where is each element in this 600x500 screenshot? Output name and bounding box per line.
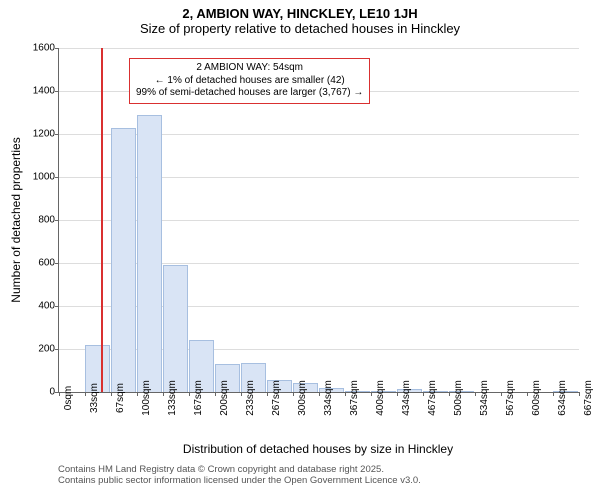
ytick-label: 1600: [33, 43, 59, 54]
xtick-label: 267sqm: [271, 380, 282, 416]
xtick-mark: [241, 392, 242, 396]
xtick-mark: [371, 392, 372, 396]
xtick-mark: [527, 392, 528, 396]
histogram-bar: [111, 128, 136, 392]
xtick-mark: [423, 392, 424, 396]
y-axis-label: Number of detached properties: [9, 137, 23, 302]
annotation-line2: ← 1% of detached houses are smaller (42): [136, 75, 363, 88]
ytick-label: 1000: [33, 172, 59, 183]
ytick-label: 400: [38, 301, 59, 312]
xtick-mark: [397, 392, 398, 396]
xtick-label: 300sqm: [297, 380, 308, 416]
ytick-label: 1200: [33, 129, 59, 140]
xtick-label: 233sqm: [245, 380, 256, 416]
xtick-label: 567sqm: [505, 380, 516, 416]
ytick-label: 200: [38, 344, 59, 355]
xtick-label: 133sqm: [167, 380, 178, 416]
xtick-label: 500sqm: [453, 380, 464, 416]
attribution-footer: Contains HM Land Registry data © Crown c…: [58, 464, 421, 487]
property-marker-line: [101, 48, 103, 392]
xtick-mark: [163, 392, 164, 396]
chart-subtitle: Size of property relative to detached ho…: [0, 21, 600, 40]
ytick-label: 1400: [33, 86, 59, 97]
xtick-label: 167sqm: [193, 380, 204, 416]
xtick-mark: [449, 392, 450, 396]
histogram-bar: [163, 265, 189, 392]
xtick-label: 634sqm: [557, 380, 568, 416]
xtick-mark: [579, 392, 580, 396]
xtick-mark: [85, 392, 86, 396]
xtick-label: 367sqm: [349, 380, 360, 416]
xtick-label: 33sqm: [89, 383, 100, 413]
xtick-label: 667sqm: [583, 380, 594, 416]
gridline: [59, 48, 579, 49]
ytick-label: 0: [49, 387, 59, 398]
xtick-mark: [59, 392, 60, 396]
footer-line2: Contains public sector information licen…: [58, 475, 421, 486]
xtick-mark: [215, 392, 216, 396]
xtick-mark: [111, 392, 112, 396]
footer-line1: Contains HM Land Registry data © Crown c…: [58, 464, 421, 475]
ytick-label: 600: [38, 258, 59, 269]
xtick-label: 534sqm: [479, 380, 490, 416]
annotation-line3: 99% of semi-detached houses are larger (…: [136, 87, 363, 100]
annotation-line1: 2 AMBION WAY: 54sqm: [136, 62, 363, 75]
annotation-box: 2 AMBION WAY: 54sqm← 1% of detached hous…: [129, 58, 370, 104]
xtick-label: 67sqm: [115, 383, 126, 413]
xtick-label: 0sqm: [63, 386, 74, 410]
xtick-label: 400sqm: [375, 380, 386, 416]
xtick-mark: [267, 392, 268, 396]
histogram-bar: [137, 115, 162, 392]
ytick-label: 800: [38, 215, 59, 226]
xtick-mark: [319, 392, 320, 396]
xtick-label: 434sqm: [401, 380, 412, 416]
xtick-mark: [501, 392, 502, 396]
xtick-label: 334sqm: [323, 380, 334, 416]
xtick-label: 200sqm: [219, 380, 230, 416]
xtick-mark: [553, 392, 554, 396]
xtick-mark: [293, 392, 294, 396]
xtick-mark: [475, 392, 476, 396]
xtick-label: 600sqm: [531, 380, 542, 416]
xtick-mark: [137, 392, 138, 396]
chart-title-address: 2, AMBION WAY, HINCKLEY, LE10 1JH: [0, 0, 600, 21]
xtick-mark: [345, 392, 346, 396]
x-axis-label: Distribution of detached houses by size …: [58, 442, 578, 456]
xtick-label: 100sqm: [141, 380, 152, 416]
xtick-mark: [189, 392, 190, 396]
xtick-label: 467sqm: [427, 380, 438, 416]
histogram-plot: 020040060080010001200140016000sqm33sqm67…: [58, 48, 579, 393]
